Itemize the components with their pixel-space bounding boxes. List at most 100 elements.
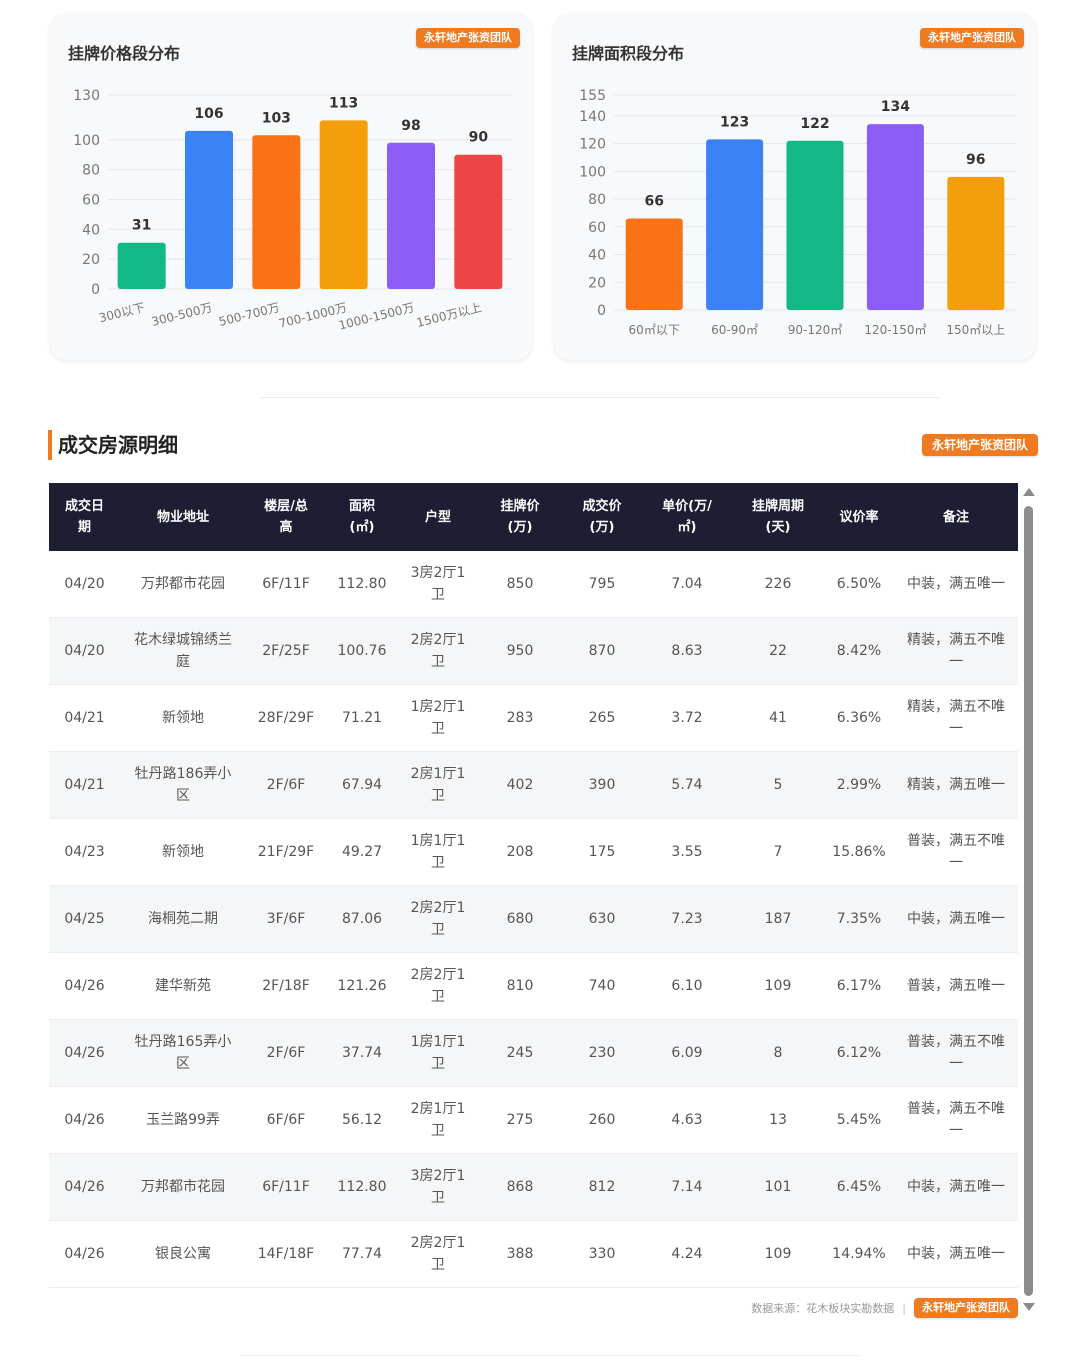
table-cell: 4.63 [642, 1086, 732, 1154]
table-cell: 1房1厅1 卫 [398, 1019, 478, 1087]
cell-text: 卫 [431, 654, 445, 670]
table-cell: 6.10 [642, 952, 732, 1020]
table-cell: 精装，满五唯一 [894, 751, 1018, 819]
cell-text: 万邦都市花园 [141, 1179, 225, 1195]
table-cell: 6F/11F [246, 1153, 326, 1221]
cell-text: 新领地 [162, 710, 204, 726]
area-distribution-card: 挂牌面积段分布 永轩地产张资团队 0 20 40 60 80 100 120 140 155 66… [554, 14, 1036, 360]
cell-text: 100.76 [337, 643, 387, 659]
table-cell: 275 [478, 1086, 562, 1154]
table-cell: 6.17% [824, 952, 894, 1020]
cell-text: 77.74 [341, 1246, 383, 1262]
table-cell: 银良公寓 [120, 1220, 246, 1288]
bar-value-label: 113 [329, 95, 358, 111]
table-cell: 7 [732, 818, 824, 886]
table-cell: 6F/11F [246, 551, 326, 618]
cell-text: 37.74 [341, 1045, 383, 1061]
cell-text: 04/26 [64, 1179, 105, 1195]
brand-tag: 永轩地产张资团队 [914, 1298, 1018, 1318]
column-header-text: (天) [765, 520, 791, 535]
cell-text: 中装，满五唯一 [907, 1246, 1005, 1262]
scrollbar-thumb[interactable] [1024, 506, 1033, 1296]
table-cell: 49.27 [326, 818, 398, 886]
table-cell: 3.72 [642, 684, 732, 752]
column-header-text: 户型 [424, 509, 451, 525]
table-cell: 04/20 [49, 551, 120, 618]
table-cell: 04/25 [49, 885, 120, 953]
cell-text: 04/25 [64, 911, 105, 927]
area-chart-title: 挂牌面积段分布 [572, 44, 685, 63]
table-cell: 2.99% [824, 751, 894, 819]
table-cell: 精装，满五不唯一 [894, 684, 1018, 752]
footer-separator: | [902, 1301, 906, 1315]
cell-text: 牡丹路165弄小 [134, 1034, 232, 1050]
scroll-down-arrow-icon[interactable] [1023, 1303, 1035, 1311]
column-header: 单价(万/ ㎡) [642, 483, 732, 551]
bar-value-label: 98 [401, 118, 420, 134]
y-tick-label: 140 [579, 109, 606, 125]
bar [319, 120, 368, 289]
bar-value-label: 103 [262, 110, 291, 126]
cell-text: 109 [764, 1246, 792, 1262]
table-cell: 7.35% [824, 885, 894, 953]
cell-text: 1房1厅1 [410, 1034, 466, 1050]
table-cell: 77.74 [326, 1220, 398, 1288]
table-cell: 260 [562, 1086, 642, 1154]
x-category-label: 150㎡以上 [946, 323, 1005, 337]
table-cell: 04/26 [49, 1220, 120, 1288]
bottom-divider [240, 1355, 860, 1356]
y-tick-label: 40 [82, 222, 100, 238]
cell-text: 275 [506, 1112, 534, 1128]
cell-text: 56.12 [341, 1112, 383, 1128]
cell-text: 330 [588, 1246, 616, 1262]
table-cell: 4.24 [642, 1220, 732, 1288]
table-cell: 花木绿城锦绣兰庭 [120, 617, 246, 685]
scroll-up-arrow-icon[interactable] [1023, 488, 1035, 496]
cell-text: 112.80 [337, 576, 387, 592]
cell-text: 795 [588, 576, 616, 592]
cell-text: 6.09 [671, 1045, 703, 1061]
cell-text: 3.55 [671, 844, 703, 860]
table-cell: 1房1厅1 卫 [398, 818, 478, 886]
cell-text: 6.45% [836, 1179, 882, 1195]
cell-text: 精装，满五不唯 [907, 632, 1005, 648]
column-header: 成交价 (万) [562, 483, 642, 551]
cell-text: 109 [764, 978, 792, 994]
cell-text: 普装，满五不唯 [907, 1034, 1005, 1050]
table-cell: 37.74 [326, 1019, 398, 1087]
cell-text: 4.24 [671, 1246, 703, 1262]
cell-text: 6F/6F [266, 1112, 306, 1128]
cell-text: 67.94 [341, 777, 383, 793]
cell-text: 普装，满五不唯 [907, 833, 1005, 849]
column-header-text: (万) [589, 520, 615, 535]
table-cell: 230 [562, 1019, 642, 1087]
table-cell: 5.74 [642, 751, 732, 819]
x-category-label: 700-1000万 [277, 300, 348, 330]
table-cell: 2F/25F [246, 617, 326, 685]
y-tick-label: 40 [588, 248, 606, 264]
table-cell: 6.12% [824, 1019, 894, 1087]
column-header-text: 挂牌价 [500, 499, 540, 514]
vertical-scrollbar[interactable] [1022, 488, 1036, 1313]
table-cell: 万邦都市花园 [120, 1153, 246, 1221]
table-cell: 6.09 [642, 1019, 732, 1087]
cell-text: 3F/6F [266, 911, 306, 927]
cell-text: 04/26 [64, 1246, 105, 1262]
bar [252, 135, 301, 289]
table-cell: 8.63 [642, 617, 732, 685]
table-cell: 795 [562, 551, 642, 618]
cell-text: 112.80 [337, 1179, 387, 1195]
table-cell: 1房2厅1 卫 [398, 684, 478, 752]
table-cell: 6F/6F [246, 1086, 326, 1154]
cell-text: 121.26 [337, 978, 387, 994]
cell-text: 卫 [431, 922, 445, 938]
cell-text: 卫 [431, 1056, 445, 1072]
table-cell: 04/26 [49, 1019, 120, 1087]
table-cell: 850 [478, 551, 562, 618]
cell-text: 卫 [431, 855, 445, 871]
bar [947, 176, 1005, 310]
table-cell: 04/26 [49, 1086, 120, 1154]
y-tick-label: 155 [579, 88, 606, 104]
table-cell: 71.21 [326, 684, 398, 752]
cell-text: 1房1厅1 [410, 833, 466, 849]
